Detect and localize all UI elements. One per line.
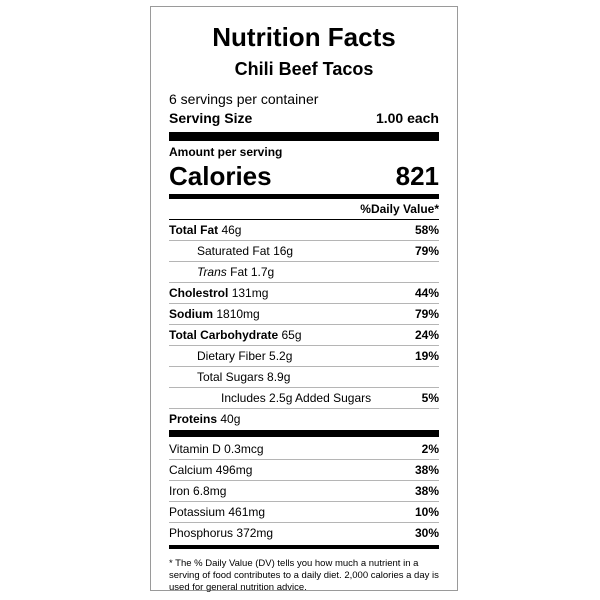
calories-row: Calories 821 bbox=[169, 162, 439, 190]
nutrient-row-total-carbohydrate: Total Carbohydrate 65g 24% bbox=[169, 325, 439, 346]
vitamin-row-iron: Iron 6.8mg 38% bbox=[169, 481, 439, 502]
thick-divider bbox=[169, 132, 439, 141]
nutrient-amount: 8.9g bbox=[267, 370, 291, 384]
nutrient-dv: 5% bbox=[421, 391, 439, 405]
nutrient-name: Total Carbohydrate bbox=[169, 328, 279, 342]
nutrient-name-italic: Trans bbox=[197, 265, 227, 279]
nutrient-row-total-sugars: Total Sugars 8.9g bbox=[169, 367, 439, 388]
nutrient-amount: 16g bbox=[273, 244, 294, 258]
nutrient-row-trans-fat: Trans Fat 1.7g bbox=[169, 262, 439, 283]
vitamin-dv: 38% bbox=[414, 463, 439, 477]
vitamins-divider bbox=[169, 430, 439, 437]
label-title: Nutrition Facts bbox=[212, 22, 396, 52]
nutrient-dv: 44% bbox=[414, 286, 439, 300]
vitamin-amount: 461mg bbox=[228, 505, 266, 519]
vitamin-dv: 30% bbox=[414, 526, 439, 540]
nutrient-amount: 40g bbox=[220, 412, 241, 426]
nutrient-name: Sodium bbox=[169, 307, 213, 321]
vitamin-amount: 372mg bbox=[236, 526, 274, 540]
vitamin-amount: 6.8mg bbox=[193, 484, 227, 498]
nutrient-dv: 79% bbox=[414, 307, 439, 321]
footnote-divider bbox=[169, 545, 439, 549]
nutrient-amount: 1.7g bbox=[250, 265, 275, 279]
nutrition-facts-label: Nutrition Facts Chili Beef Tacos 6 servi… bbox=[150, 6, 458, 593]
vitamin-name: Iron bbox=[169, 484, 190, 498]
servings-per-container: 6 servings per container bbox=[169, 91, 319, 107]
nutrient-amount: 65g bbox=[281, 328, 302, 342]
nutrient-name: Dietary Fiber bbox=[197, 349, 266, 363]
calories-label: Calories bbox=[169, 161, 272, 191]
nutrient-name: Cholestrol bbox=[169, 286, 229, 300]
nutrient-name: Proteins bbox=[169, 412, 218, 426]
serving-size-row: Serving Size 1.00 each bbox=[169, 108, 439, 128]
nutrient-name: Saturated Fat bbox=[197, 244, 270, 258]
product-name: Chili Beef Tacos bbox=[234, 59, 374, 79]
nutrient-dv: 58% bbox=[414, 223, 439, 237]
nutrient-amount: 131mg bbox=[231, 286, 269, 300]
nutrient-name: Fat bbox=[230, 265, 248, 279]
nutrient-dv: 19% bbox=[414, 349, 439, 363]
label-content: Nutrition Facts Chili Beef Tacos 6 servi… bbox=[169, 7, 439, 593]
vitamin-name: Vitamin D bbox=[169, 442, 221, 456]
calories-value: 821 bbox=[395, 161, 439, 191]
vitamin-dv: 10% bbox=[414, 505, 439, 519]
nutrient-row-sodium: Sodium 1810mg 79% bbox=[169, 304, 439, 325]
amount-per-serving: Amount per serving bbox=[169, 145, 283, 159]
daily-value-header: %Daily Value* bbox=[169, 199, 439, 220]
nutrient-row-saturated-fat: Saturated Fat 16g 79% bbox=[169, 241, 439, 262]
serving-size-value: 1.00 each bbox=[375, 110, 439, 126]
nutrient-amount: 5.2g bbox=[269, 349, 293, 363]
vitamin-name: Potassium bbox=[169, 505, 226, 519]
medium-divider bbox=[169, 194, 439, 199]
vitamin-name: Phosphorus bbox=[169, 526, 234, 540]
nutrient-dv: 79% bbox=[414, 244, 439, 258]
vitamin-amount: 496mg bbox=[215, 463, 253, 477]
nutrient-name: Includes 2.5g Added Sugars bbox=[221, 391, 372, 405]
serving-size-label: Serving Size bbox=[169, 110, 253, 126]
vitamin-row-vitamin-d: Vitamin D 0.3mcg 2% bbox=[169, 439, 439, 460]
nutrient-row-cholestrol: Cholestrol 131mg 44% bbox=[169, 283, 439, 304]
nutrient-row-added-sugars: Includes 2.5g Added Sugars 5% bbox=[169, 388, 439, 409]
vitamin-row-phosphorus: Phosphorus 372mg 30% bbox=[169, 523, 439, 543]
vitamin-dv: 2% bbox=[421, 442, 439, 456]
vitamin-row-potassium: Potassium 461mg 10% bbox=[169, 502, 439, 523]
vitamin-name: Calcium bbox=[169, 463, 213, 477]
nutrient-name: Total Sugars bbox=[197, 370, 264, 384]
vitamin-amount: 0.3mcg bbox=[224, 442, 264, 456]
nutrient-row-proteins: Proteins 40g bbox=[169, 409, 439, 429]
nutrient-dv: 24% bbox=[414, 328, 439, 342]
vitamin-dv: 38% bbox=[414, 484, 439, 498]
nutrient-row-total-fat: Total Fat 46g 58% bbox=[169, 220, 439, 241]
nutrient-row-dietary-fiber: Dietary Fiber 5.2g 19% bbox=[169, 346, 439, 367]
nutrient-amount: 46g bbox=[221, 223, 242, 237]
vitamin-row-calcium: Calcium 496mg 38% bbox=[169, 460, 439, 481]
nutrient-name: Total Fat bbox=[169, 223, 219, 237]
daily-value-footnote: * The % Daily Value (DV) tells you how m… bbox=[169, 558, 439, 593]
nutrient-amount: 1810mg bbox=[216, 307, 260, 321]
